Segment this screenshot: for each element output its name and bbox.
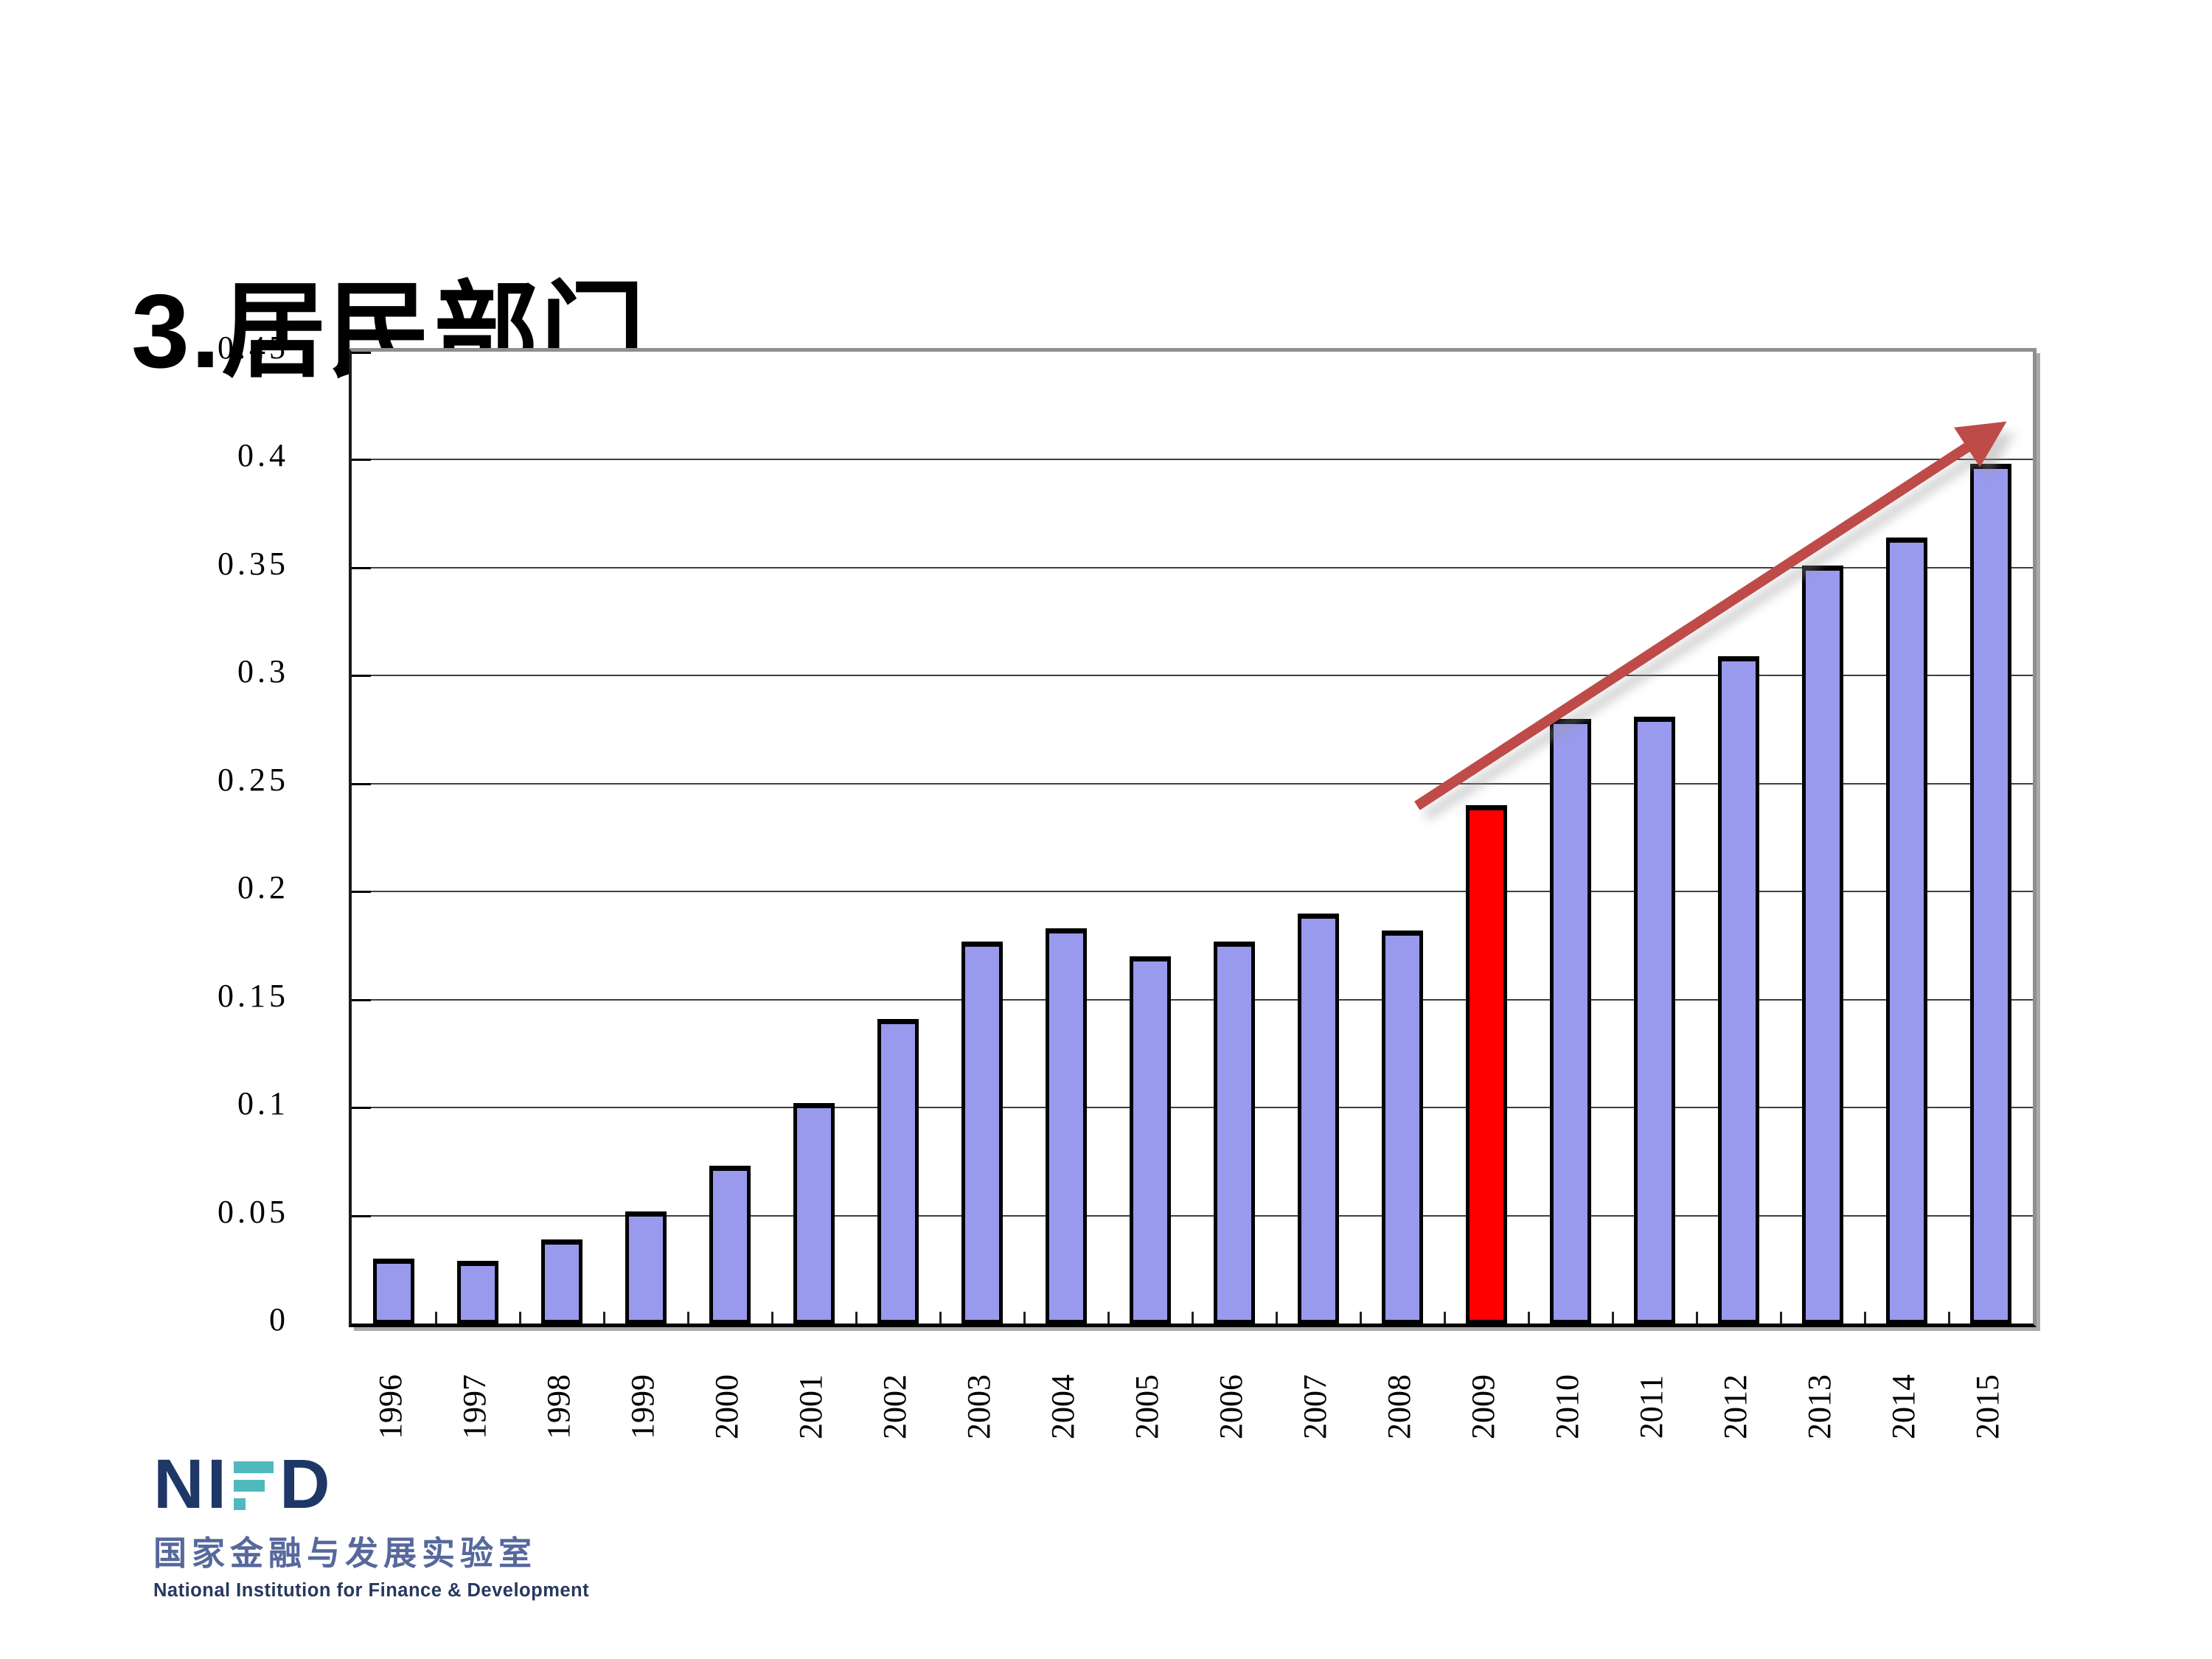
y-axis-label: 0.1 [237, 1085, 289, 1122]
x-axis-label-2006: 2006 [1213, 1374, 1249, 1439]
y-axis-label: 0.35 [218, 545, 289, 582]
x-axis-label-2003: 2003 [961, 1374, 997, 1439]
x-axis-label-2002: 2002 [877, 1374, 913, 1439]
gridline [352, 675, 2033, 677]
bar-1998 [541, 1239, 582, 1324]
gridline [352, 998, 2033, 1001]
bar-2002 [877, 1019, 919, 1324]
y-axis-tick [352, 1214, 371, 1217]
y-axis-tick [352, 352, 371, 354]
x-axis-label-2015: 2015 [1969, 1374, 2006, 1439]
bar-2012 [1718, 655, 1759, 1324]
bar-1997 [457, 1261, 498, 1324]
x-axis-tick [1275, 1312, 1278, 1324]
bar-2015 [1970, 464, 2011, 1324]
x-axis-label-1996: 1996 [372, 1374, 408, 1439]
x-axis-tick [1359, 1312, 1362, 1324]
plot-area [349, 348, 2037, 1327]
x-axis-tick [1611, 1312, 1614, 1324]
x-axis-tick [1527, 1312, 1530, 1324]
logo-letters-ni: NI [153, 1445, 229, 1523]
x-axis-tick [1779, 1312, 1782, 1324]
bar-2013 [1802, 565, 1843, 1324]
bar-2011 [1634, 716, 1675, 1324]
x-axis-tick [939, 1312, 942, 1324]
bar-2005 [1130, 956, 1171, 1324]
x-axis-label-2000: 2000 [709, 1374, 745, 1439]
x-axis-label-2004: 2004 [1045, 1374, 1081, 1439]
bar-2007 [1298, 913, 1339, 1324]
x-axis-label-2008: 2008 [1381, 1374, 1417, 1439]
x-axis-label-2013: 2013 [1801, 1374, 1837, 1439]
y-axis-label: 0.15 [218, 977, 289, 1014]
bar-1999 [625, 1211, 667, 1324]
gridline [352, 1107, 2033, 1109]
gridline [352, 459, 2033, 461]
x-axis-label-1998: 1998 [540, 1374, 577, 1439]
bar-1996 [373, 1259, 414, 1324]
x-axis-tick [686, 1312, 689, 1324]
y-axis-tick [352, 459, 371, 462]
logo-english-name: National Institution for Finance & Devel… [153, 1580, 590, 1601]
y-axis-label: 0.05 [218, 1193, 289, 1230]
y-axis-tick [352, 998, 371, 1001]
y-axis-label: 0.2 [237, 869, 289, 906]
y-axis-label: 0.25 [218, 761, 289, 798]
x-axis-tick [1023, 1312, 1026, 1324]
x-axis-label-2011: 2011 [1633, 1374, 1669, 1439]
bar-2001 [793, 1103, 835, 1324]
logo-letter-d: D [279, 1445, 333, 1523]
y-axis-tick [352, 675, 371, 678]
bar-2006 [1214, 941, 1255, 1324]
x-axis-label-2010: 2010 [1549, 1374, 1585, 1439]
x-axis-tick [1947, 1312, 1950, 1324]
x-axis-tick [1695, 1312, 1698, 1324]
y-axis-label: 0 [269, 1301, 289, 1338]
x-axis-label-1997: 1997 [456, 1374, 493, 1439]
bar-2010 [1550, 718, 1591, 1324]
x-axis-label-2001: 2001 [793, 1374, 829, 1439]
x-axis-tick [1863, 1312, 1866, 1324]
x-axis-tick [1107, 1312, 1110, 1324]
x-axis-label-2014: 2014 [1885, 1374, 1921, 1439]
x-axis-tick [855, 1312, 858, 1324]
y-axis-tick [352, 782, 371, 785]
x-axis-label-2012: 2012 [1717, 1374, 1753, 1439]
y-axis-label: 0.3 [237, 653, 289, 690]
x-axis-tick [602, 1312, 605, 1324]
x-axis-tick [1443, 1312, 1446, 1324]
y-axis-tick [352, 1107, 371, 1110]
logo-acronym: NI D [153, 1445, 589, 1523]
gridline [352, 891, 2033, 893]
logo-chinese-name: 国家金融与发展实验室 [153, 1534, 538, 1572]
x-axis-tick [771, 1312, 773, 1324]
x-axis-tick [518, 1312, 521, 1324]
bar-2014 [1886, 537, 1927, 1324]
x-axis-label-2005: 2005 [1129, 1374, 1165, 1439]
x-axis-label-1999: 1999 [625, 1374, 661, 1439]
y-axis-tick [352, 891, 371, 894]
bar-2009 [1466, 805, 1507, 1324]
y-axis-tick [352, 566, 371, 569]
x-axis-label-2009: 2009 [1465, 1374, 1501, 1439]
nifd-logo: NI D 国家金融与发展实验室 National Institution for… [153, 1445, 590, 1601]
logo-letter-f-icon [234, 1461, 274, 1510]
bar-2003 [961, 941, 1003, 1324]
y-axis-label: 0.4 [237, 437, 289, 474]
x-axis-tick [1191, 1312, 1194, 1324]
gridline [352, 1214, 2033, 1217]
x-axis-tick [434, 1312, 437, 1324]
x-axis-label-2007: 2007 [1297, 1374, 1333, 1439]
y-axis-label: 0.45 [218, 330, 289, 366]
bar-2004 [1046, 928, 1087, 1324]
bar-2000 [709, 1166, 751, 1324]
bar-2008 [1382, 930, 1423, 1324]
gridline [352, 782, 2033, 785]
gridline [352, 566, 2033, 568]
